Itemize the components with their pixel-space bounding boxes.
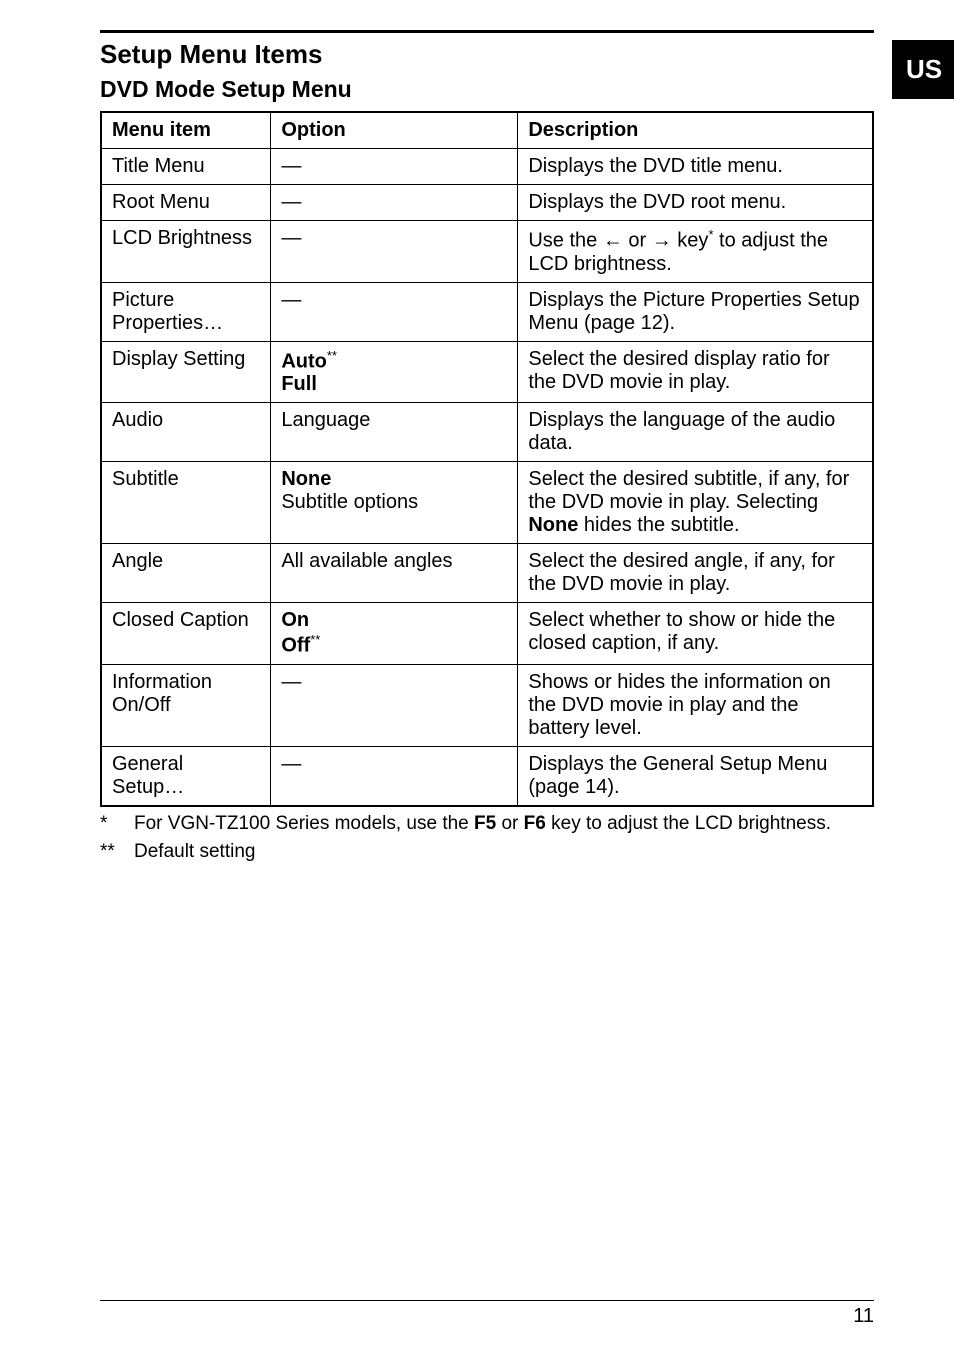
cell-option: Auto** Full (271, 341, 518, 403)
header-menu-item: Menu item (101, 112, 271, 149)
cell-option: — (271, 221, 518, 283)
cell-option: All available angles (271, 544, 518, 603)
table-row: Angle All available angles Select the de… (101, 544, 873, 603)
cell-item: Subtitle (101, 462, 271, 544)
cell-description: Displays the Picture Properties Setup Me… (518, 282, 873, 341)
cell-option: — (271, 185, 518, 221)
table-row: Display Setting Auto** Full Select the d… (101, 341, 873, 403)
footnote-mark: ** (100, 841, 120, 863)
table-row: LCD Brightness — Use the ← or → key* to … (101, 221, 873, 283)
table-row: General Setup… — Displays the General Se… (101, 746, 873, 806)
option-off: Off (281, 635, 310, 657)
locale-badge: US (892, 40, 954, 99)
footnote-text: Default setting (134, 841, 255, 863)
header-description: Description (518, 112, 873, 149)
cell-description: Use the ← or → key* to adjust the LCD br… (518, 221, 873, 283)
cell-item: Display Setting (101, 341, 271, 403)
desc-text: or (623, 230, 652, 252)
option-full: Full (281, 373, 317, 395)
table-row: Information On/Off — Shows or hides the … (101, 664, 873, 746)
fn-text: key to adjust the LCD brightness. (546, 813, 831, 834)
table-row: Picture Properties… — Displays the Pictu… (101, 282, 873, 341)
footnote-double-star: ** Default setting (100, 841, 874, 863)
arrow-left-icon: ← (603, 230, 623, 252)
table-row: Title Menu — Displays the DVD title menu… (101, 149, 873, 185)
arrow-right-icon: → (652, 230, 672, 252)
page-footer: 11 (100, 1300, 874, 1328)
cell-description: Select the desired angle, if any, for th… (518, 544, 873, 603)
top-rule (100, 30, 874, 33)
footnote-marker: ** (310, 632, 320, 647)
cell-item: Root Menu (101, 185, 271, 221)
cell-item: General Setup… (101, 746, 271, 806)
fn-text: or (496, 813, 523, 834)
table-row: Closed Caption On Off** Select whether t… (101, 603, 873, 665)
cell-option: None Subtitle options (271, 462, 518, 544)
cell-description: Displays the DVD title menu. (518, 149, 873, 185)
footnote-mark: * (100, 813, 120, 835)
cell-option: On Off** (271, 603, 518, 665)
footnote-star: * For VGN-TZ100 Series models, use the F… (100, 813, 874, 835)
cell-item: Title Menu (101, 149, 271, 185)
setup-menu-table: Menu item Option Description Title Menu … (100, 111, 874, 807)
cell-option: Language (271, 403, 518, 462)
desc-text: key (672, 230, 709, 252)
desc-text: hides the subtitle. (578, 514, 739, 536)
cell-option: — (271, 282, 518, 341)
page-number: 11 (100, 1305, 874, 1328)
cell-item: Information On/Off (101, 664, 271, 746)
desc-bold: None (528, 514, 578, 536)
desc-text: Select the desired subtitle, if any, for… (528, 468, 849, 513)
header-option: Option (271, 112, 518, 149)
bottom-rule (100, 1300, 874, 1301)
cell-item: Audio (101, 403, 271, 462)
cell-option: — (271, 746, 518, 806)
cell-description: Displays the DVD root menu. (518, 185, 873, 221)
cell-description: Select whether to show or hide the close… (518, 603, 873, 665)
cell-item: LCD Brightness (101, 221, 271, 283)
cell-description: Displays the language of the audio data. (518, 403, 873, 462)
option-subtitle: Subtitle options (281, 491, 418, 513)
page: US Setup Menu Items DVD Mode Setup Menu … (0, 0, 954, 1352)
subsection-title: DVD Mode Setup Menu (100, 76, 874, 103)
cell-description: Select the desired subtitle, if any, for… (518, 462, 873, 544)
fn-key-f6: F6 (524, 813, 546, 834)
table-row: Subtitle None Subtitle options Select th… (101, 462, 873, 544)
footnote-text: For VGN-TZ100 Series models, use the F5 … (134, 813, 831, 835)
option-none: None (281, 468, 331, 490)
table-row: Root Menu — Displays the DVD root menu. (101, 185, 873, 221)
fn-key-f5: F5 (474, 813, 496, 834)
cell-description: Select the desired display ratio for the… (518, 341, 873, 403)
table-row: Audio Language Displays the language of … (101, 403, 873, 462)
cell-item: Angle (101, 544, 271, 603)
option-on: On (281, 609, 309, 631)
cell-option: — (271, 149, 518, 185)
option-auto: Auto (281, 350, 327, 372)
section-title: Setup Menu Items (100, 39, 874, 70)
table-header-row: Menu item Option Description (101, 112, 873, 149)
cell-description: Shows or hides the information on the DV… (518, 664, 873, 746)
cell-item: Closed Caption (101, 603, 271, 665)
footnotes: * For VGN-TZ100 Series models, use the F… (100, 813, 874, 863)
fn-text: For VGN-TZ100 Series models, use the (134, 813, 474, 834)
cell-description: Displays the General Setup Menu (page 14… (518, 746, 873, 806)
desc-text: Use the (528, 230, 602, 252)
cell-item: Picture Properties… (101, 282, 271, 341)
cell-option: — (271, 664, 518, 746)
footnote-marker: ** (327, 348, 337, 363)
